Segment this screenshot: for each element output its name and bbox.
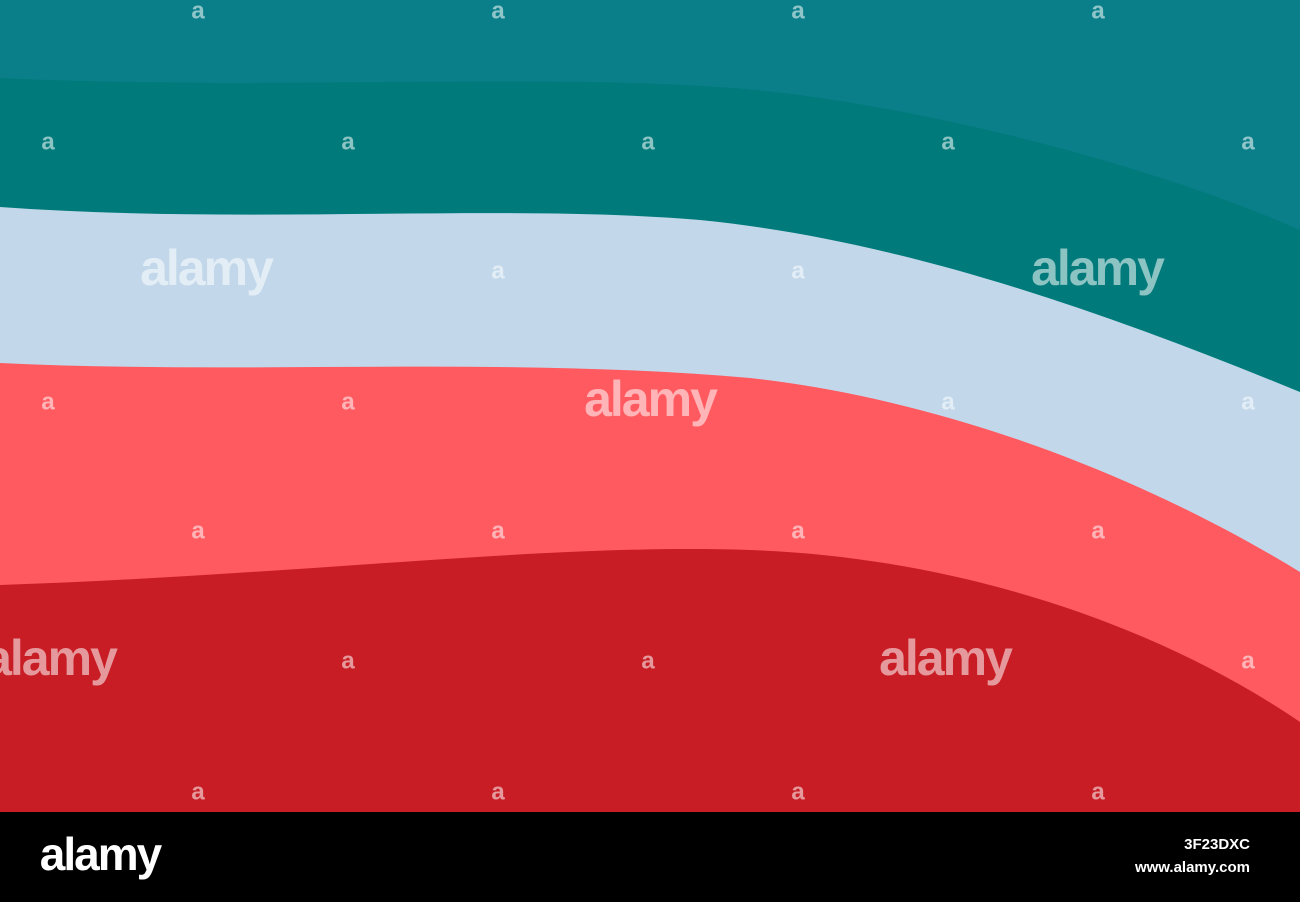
watermark-mark: a xyxy=(791,778,805,805)
image-id: 3F23DXC xyxy=(1184,836,1250,853)
watermark-mark: a xyxy=(1091,778,1105,805)
watermark-mark: a xyxy=(791,257,805,284)
watermark-logo: alamy xyxy=(0,630,118,686)
footer-url: www.alamy.com xyxy=(1134,859,1250,876)
watermark-mark: a xyxy=(341,388,355,415)
watermark-logo: alamy xyxy=(584,371,718,427)
watermark-mark: a xyxy=(41,128,55,155)
watermark-mark: a xyxy=(491,257,505,284)
watermark-mark: a xyxy=(191,517,205,544)
watermark-mark: a xyxy=(341,128,355,155)
watermark-mark: a xyxy=(641,128,655,155)
watermarks: a a a a a a a a a a a a a a a a a a a a a a a a a a alamy alamy alam… xyxy=(0,0,1255,805)
watermark-mark: a xyxy=(1091,517,1105,544)
footer-bar xyxy=(0,812,1300,902)
watermark-logo: alamy xyxy=(1031,240,1165,296)
watermark-mark: a xyxy=(941,128,955,155)
watermark-mark: a xyxy=(791,0,805,24)
watermark-mark: a xyxy=(1241,388,1255,415)
band-red xyxy=(0,549,1300,812)
watermark-mark: a xyxy=(941,388,955,415)
watermark-mark: a xyxy=(491,778,505,805)
watermark-mark: a xyxy=(491,517,505,544)
watermark-mark: a xyxy=(341,647,355,674)
watermark-mark: a xyxy=(1241,128,1255,155)
watermark-mark: a xyxy=(191,0,205,24)
watermark-mark: a xyxy=(41,388,55,415)
watermark-logo: alamy xyxy=(140,240,274,296)
watermark-mark: a xyxy=(1241,647,1255,674)
footer-logo: alamy xyxy=(40,828,163,880)
watermark-mark: a xyxy=(191,778,205,805)
watermark-mark: a xyxy=(491,0,505,24)
watermark-logo: alamy xyxy=(879,630,1013,686)
watermark-mark: a xyxy=(641,647,655,674)
watermark-mark: a xyxy=(791,517,805,544)
watermark-mark: a xyxy=(1091,0,1105,24)
